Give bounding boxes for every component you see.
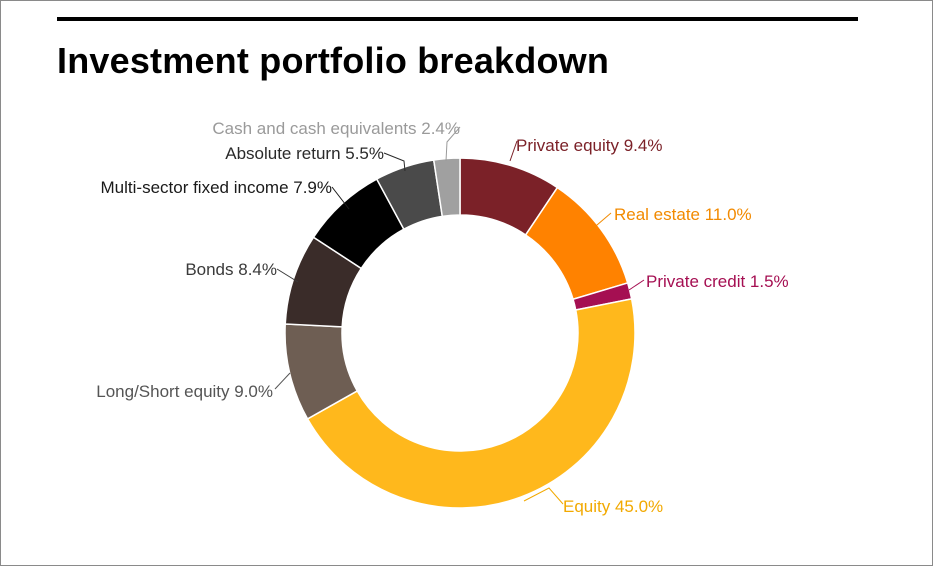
data-label-bonds: Bonds 8.4%	[185, 260, 277, 279]
slice-cash-and-cash-equivalents	[432, 157, 461, 218]
leader-line-equity	[523, 487, 564, 505]
leader-line-absolute-return	[383, 152, 406, 172]
chart-title: Investment portfolio breakdown	[57, 40, 610, 81]
data-label-private-credit: Private credit 1.5%	[646, 272, 789, 291]
leader-line-multi-sector-fixed-income	[331, 186, 350, 210]
leader-line-private-credit	[628, 279, 645, 291]
data-label-cash-and-cash-equivalents: Cash and cash equivalents 2.4%	[212, 119, 460, 138]
top-rule	[57, 17, 858, 21]
data-label-multi-sector-fixed-income: Multi-sector fixed income 7.9%	[101, 178, 332, 197]
leader-line-bonds	[276, 268, 299, 283]
leader-line-private-equity	[509, 140, 518, 162]
data-label-private-equity: Private equity 9.4%	[516, 136, 662, 155]
data-label-equity: Equity 45.0%	[563, 497, 663, 516]
leader-line-cash-and-cash-equivalents	[445, 126, 461, 162]
leader-line-real-estate	[589, 212, 612, 232]
leader-line-long-short-equity	[274, 372, 291, 390]
data-label-long-short-equity: Long/Short equity 9.0%	[96, 382, 273, 401]
data-label-real-estate: Real estate 11.0%	[614, 205, 752, 224]
slice-equity	[306, 298, 636, 509]
data-label-absolute-return: Absolute return 5.5%	[225, 144, 384, 163]
